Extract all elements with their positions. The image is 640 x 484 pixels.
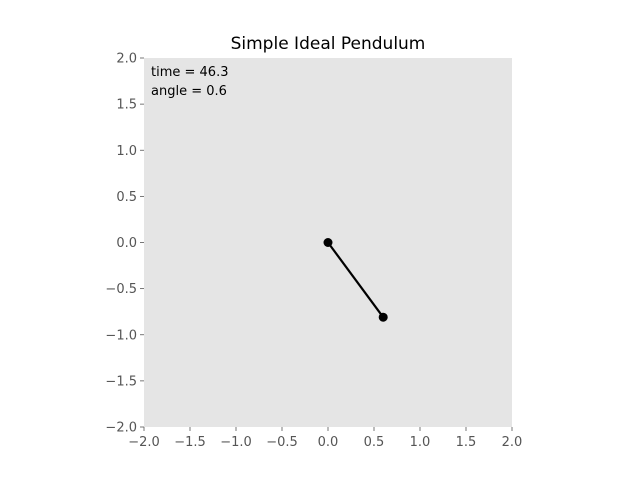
y-tick-label: 1.5	[116, 98, 137, 113]
pivot-point	[323, 238, 333, 247]
pendulum-rod	[327, 241, 385, 318]
y-tick-label: −0.5	[105, 282, 137, 297]
chart-title: Simple Ideal Pendulum	[231, 34, 426, 54]
x-tick-label: 0.5	[364, 435, 385, 450]
x-axis-ticks: −2.0 −1.5 −1.0 −0.5 0.0 0.5 1.0 1.5 2.0	[128, 427, 522, 450]
angle-annotation: angle = 0.6	[151, 84, 227, 99]
y-tick-label: 1.0	[116, 144, 137, 159]
y-tick-label: −2.0	[105, 421, 137, 436]
time-annotation: time = 46.3	[151, 65, 228, 80]
pendulum-bob	[378, 312, 388, 322]
y-tick-label: −1.5	[105, 374, 137, 389]
x-tick-label: 2.0	[502, 435, 523, 450]
x-tick-label: −1.5	[174, 435, 206, 450]
y-tick-label: 0.5	[116, 190, 137, 205]
x-tick-label: −1.0	[220, 435, 252, 450]
y-axis-ticks: 2.0 1.5 1.0 0.5 0.0 −0.5 −1.0 −1.5 −2.0	[105, 52, 144, 436]
x-tick-label: 0.0	[318, 435, 339, 450]
x-tick-label: −2.0	[128, 435, 160, 450]
y-tick-label: 2.0	[116, 52, 137, 67]
y-tick-label: −1.0	[105, 328, 137, 343]
y-tick-label: 0.0	[116, 236, 137, 251]
x-tick-label: 1.0	[410, 435, 431, 450]
x-tick-label: 1.5	[456, 435, 477, 450]
pendulum-marks	[323, 238, 388, 322]
x-tick-label: −0.5	[266, 435, 298, 450]
